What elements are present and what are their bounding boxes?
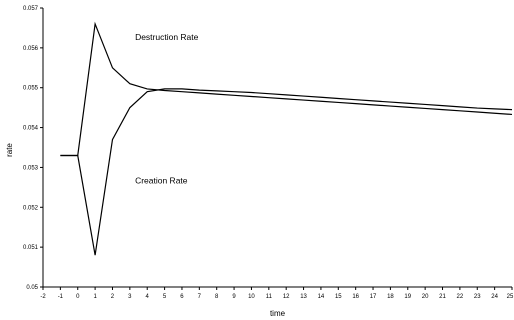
x-tick-label: 3 xyxy=(128,294,132,300)
x-tick-label: 12 xyxy=(283,294,290,300)
x-tick-label: 22 xyxy=(457,294,464,300)
x-tick-label: 8 xyxy=(215,294,219,300)
x-tick-label: 4 xyxy=(146,294,150,300)
x-tick-label: 13 xyxy=(300,294,307,300)
y-tick-label: 0.051 xyxy=(23,245,39,251)
series-line-0 xyxy=(60,21,513,157)
x-tick-label: 21 xyxy=(439,294,446,300)
x-tick-labels: -2 -1 0 1 2 3 4 5 6 7 8 9 10 11 12 13 14 15 16 17 18 19 20 21 22… xyxy=(40,294,514,300)
x-tick-label: 24 xyxy=(491,294,498,300)
x-tick-label: 10 xyxy=(248,294,255,300)
x-tick-label: -2 xyxy=(40,294,46,300)
y-tick-label: 0.052 xyxy=(23,205,39,211)
x-tick-label: 1 xyxy=(93,294,97,300)
annotations: Destruction Rate Creation Rate xyxy=(135,32,199,185)
x-tick-label: -1 xyxy=(58,294,64,300)
y-tick-label: 0.053 xyxy=(23,165,39,171)
x-tick-label: 17 xyxy=(370,294,377,300)
x-tick-label: 9 xyxy=(232,294,236,300)
y-tick-label: 0.057 xyxy=(23,6,39,12)
x-axis-title: time xyxy=(270,309,286,318)
y-tick-label: 0.056 xyxy=(23,46,39,52)
x-tick-label: 14 xyxy=(318,294,325,300)
y-tick-label: 0.055 xyxy=(23,86,39,92)
series-line-1 xyxy=(60,88,513,256)
y-axis-title: rate xyxy=(5,143,14,157)
x-tick-label: 19 xyxy=(404,294,411,300)
x-tick-label: 25 xyxy=(507,294,514,300)
y-tick-labels: 0.05 0.051 0.052 0.053 0.054 0.055 0.056 0.057 xyxy=(23,6,39,291)
x-tick-label: 15 xyxy=(335,294,342,300)
axes xyxy=(40,7,513,290)
x-tick-label: 11 xyxy=(266,294,273,300)
y-tick-label: 0.054 xyxy=(23,126,39,132)
x-tick-label: 5 xyxy=(163,294,167,300)
series-lines xyxy=(60,21,513,256)
x-tick-label: 6 xyxy=(180,294,184,300)
y-tick-label: 0.05 xyxy=(26,285,38,291)
x-tick-label: 2 xyxy=(111,294,115,300)
x-tick-label: 7 xyxy=(198,294,202,300)
x-tick-label: 16 xyxy=(352,294,359,300)
x-tick-label: 18 xyxy=(387,294,394,300)
annotation-label: Creation Rate xyxy=(135,175,188,185)
x-tick-label: 23 xyxy=(474,294,481,300)
x-tick-label: 20 xyxy=(422,294,429,300)
annotation-label: Destruction Rate xyxy=(135,32,199,42)
x-tick-label: 0 xyxy=(76,294,80,300)
